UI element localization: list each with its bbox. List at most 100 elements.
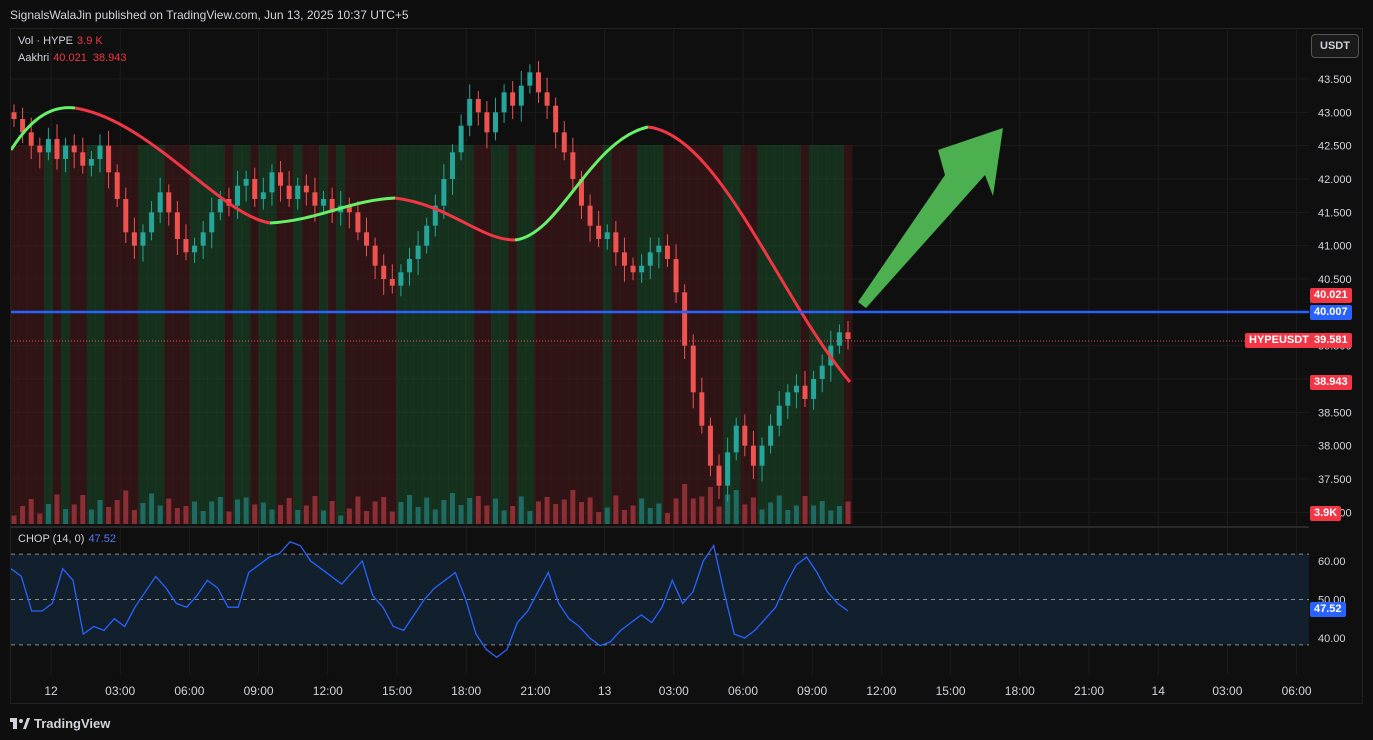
candle[interactable] [673, 259, 679, 293]
candle[interactable] [131, 232, 137, 246]
candle[interactable] [372, 245, 378, 266]
candle[interactable] [286, 185, 292, 199]
aakhri-line-segment[interactable] [269, 196, 396, 225]
candle[interactable] [501, 92, 507, 113]
candle[interactable] [106, 145, 112, 173]
candle[interactable] [63, 145, 69, 159]
candle[interactable] [475, 99, 481, 113]
candle[interactable] [329, 199, 335, 213]
candle[interactable] [269, 172, 275, 193]
candle[interactable] [733, 425, 739, 453]
candle[interactable] [252, 179, 258, 199]
candle[interactable] [553, 105, 559, 133]
candle[interactable] [28, 132, 34, 146]
candle[interactable] [647, 252, 653, 266]
candle[interactable] [54, 139, 60, 159]
candle[interactable] [518, 85, 524, 106]
candle[interactable] [587, 205, 593, 226]
aakhri-legend[interactable]: Aakhri 40.021 38.943 [18, 52, 127, 64]
candle[interactable] [243, 179, 249, 186]
candle[interactable] [157, 192, 163, 213]
candle[interactable] [200, 232, 206, 246]
candle[interactable] [458, 125, 464, 153]
candle[interactable] [140, 232, 146, 246]
tradingview-logo[interactable]: TradingView [10, 716, 110, 731]
candle[interactable] [630, 265, 636, 273]
candle[interactable] [578, 179, 584, 206]
candle[interactable] [561, 132, 567, 153]
candle[interactable] [845, 332, 851, 339]
candle[interactable] [811, 379, 817, 399]
volume-legend[interactable]: Vol · HYPE 3.9 K [18, 35, 103, 47]
candle[interactable] [776, 405, 782, 426]
candle[interactable] [278, 172, 284, 186]
candle[interactable] [707, 425, 713, 466]
candle[interactable] [510, 92, 516, 106]
candle[interactable] [570, 152, 576, 179]
candle[interactable] [346, 205, 352, 213]
candle[interactable] [174, 212, 180, 239]
candle[interactable] [45, 139, 51, 153]
aakhri-line-segment[interactable] [514, 125, 649, 242]
candle[interactable] [664, 245, 670, 259]
candle[interactable] [785, 392, 791, 406]
candle[interactable] [604, 232, 610, 239]
candle[interactable] [407, 259, 413, 273]
candle[interactable] [682, 292, 688, 346]
aakhri-line-segment[interactable] [74, 106, 271, 225]
candle[interactable] [750, 445, 756, 466]
candle[interactable] [80, 152, 86, 166]
candle[interactable] [295, 185, 301, 199]
candle[interactable] [656, 245, 662, 253]
up-arrow-drawing[interactable] [858, 128, 1003, 308]
candle[interactable] [544, 92, 550, 106]
candle[interactable] [381, 265, 387, 279]
candle[interactable] [11, 112, 17, 119]
candle[interactable] [192, 245, 198, 253]
candle[interactable] [355, 212, 361, 233]
aakhri-line-segment[interactable] [394, 196, 516, 242]
candle[interactable] [802, 385, 808, 399]
candle[interactable] [527, 72, 533, 86]
candle[interactable] [114, 172, 120, 199]
candle[interactable] [596, 225, 602, 239]
candle[interactable] [235, 185, 241, 206]
chop-line[interactable] [11, 541, 849, 659]
candle[interactable] [312, 192, 318, 206]
candle[interactable] [484, 112, 490, 133]
candle[interactable] [742, 425, 748, 446]
candle[interactable] [97, 145, 103, 159]
candle[interactable] [123, 199, 129, 233]
candle[interactable] [415, 245, 421, 259]
candle[interactable] [364, 232, 370, 246]
candle[interactable] [613, 232, 619, 253]
candle[interactable] [149, 212, 155, 233]
candle[interactable] [793, 385, 799, 393]
candle[interactable] [432, 205, 438, 226]
candle[interactable] [716, 465, 722, 486]
chop-legend[interactable]: CHOP (14, 0) 47.52 [18, 533, 116, 545]
candle[interactable] [321, 199, 327, 206]
candle[interactable] [621, 252, 627, 266]
candle[interactable] [183, 239, 189, 253]
candle[interactable] [88, 159, 94, 166]
aakhri-line-segment[interactable] [11, 106, 76, 151]
candle[interactable] [639, 265, 645, 273]
candle[interactable] [768, 425, 774, 446]
candle[interactable] [398, 272, 404, 286]
candle[interactable] [819, 365, 825, 379]
candle[interactable] [209, 212, 215, 233]
candle[interactable] [690, 345, 696, 393]
candle[interactable] [303, 185, 309, 193]
aakhri-line-segment[interactable] [647, 125, 852, 383]
candle[interactable] [166, 192, 172, 213]
candle[interactable] [441, 179, 447, 206]
candle[interactable] [759, 445, 765, 466]
currency-button[interactable]: USDT [1311, 34, 1359, 58]
candle[interactable] [217, 199, 223, 213]
candle[interactable] [260, 192, 266, 199]
candle[interactable] [492, 112, 498, 133]
candle[interactable] [389, 279, 395, 286]
candle[interactable] [424, 225, 430, 246]
